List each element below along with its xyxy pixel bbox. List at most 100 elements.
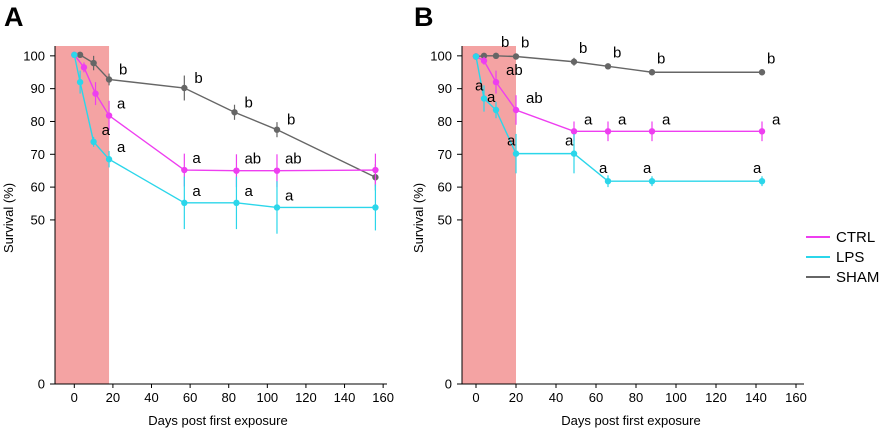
series-lps: aaa aa a a — [472, 53, 766, 188]
significance-label: a — [475, 78, 484, 95]
significance-label: b — [579, 40, 587, 57]
significance-label: a — [643, 160, 652, 177]
data-point — [758, 128, 766, 135]
significance-label: a — [772, 111, 781, 128]
series-ctrl: aa ab ab — [71, 51, 379, 188]
legend-label-sham: SHAM — [836, 269, 879, 286]
significance-label: b — [657, 50, 665, 67]
x-tick-label: 160 — [372, 390, 394, 405]
data-point — [233, 167, 240, 174]
y-tick-label: 60 — [31, 180, 45, 195]
data-point — [80, 64, 88, 71]
data-point — [480, 52, 488, 60]
data-point — [570, 150, 578, 157]
data-point — [372, 204, 379, 211]
y-tick-label: 90 — [31, 81, 45, 96]
x-tick-label: 40 — [144, 390, 158, 405]
x-tick-label: 20 — [106, 390, 120, 405]
significance-label: ab — [285, 151, 302, 168]
legend: CTRL LPS SHAM — [806, 229, 879, 286]
y-tick-label: 0 — [38, 377, 45, 392]
series-lps: aaa a a — [71, 51, 379, 234]
data-point — [512, 106, 520, 114]
data-point — [604, 178, 612, 185]
data-point — [273, 167, 281, 174]
data-point — [90, 138, 97, 146]
data-point — [570, 58, 578, 65]
significance-label: b — [613, 44, 621, 61]
significance-label: a — [507, 133, 516, 150]
significance-label: b — [767, 50, 775, 67]
data-point — [472, 53, 480, 60]
panel-label-a: A — [4, 2, 24, 32]
data-point — [76, 78, 84, 86]
x-axis-title-a: Days post first exposure — [148, 413, 287, 428]
data-point — [273, 126, 281, 133]
significance-label: a — [285, 187, 294, 204]
y-tick-label: 50 — [438, 212, 452, 227]
significance-label: a — [102, 122, 111, 139]
series-line-ctrl — [475, 55, 762, 133]
significance-label: a — [584, 111, 593, 128]
data-point — [181, 84, 188, 92]
x-tick-label: 40 — [549, 390, 563, 405]
y-tick-label: 100 — [430, 48, 452, 63]
data-point — [480, 95, 488, 102]
series-line-ctrl — [73, 54, 376, 172]
significance-label: a — [192, 150, 201, 167]
significance-label: a — [618, 111, 627, 128]
data-point — [648, 128, 656, 135]
exposure-shading — [55, 46, 110, 384]
significance-label: a — [599, 160, 608, 177]
series-sham: b b b b — [76, 51, 379, 191]
y-tick-label: 70 — [438, 147, 452, 162]
significance-label: a — [117, 139, 126, 156]
data-point — [273, 204, 281, 211]
x-tick-label: 160 — [785, 390, 807, 405]
data-point — [231, 109, 238, 116]
data-point — [604, 63, 612, 70]
data-point — [758, 69, 766, 76]
significance-label: a — [117, 96, 126, 113]
series-line-lps — [73, 54, 376, 209]
legend-label-ctrl: CTRL — [836, 229, 875, 246]
x-tick-label: 140 — [334, 390, 356, 405]
significance-label: b — [119, 61, 127, 78]
y-tick-label: 50 — [31, 212, 45, 227]
data-point — [512, 53, 520, 60]
data-point — [492, 78, 500, 86]
data-point — [233, 199, 240, 207]
significance-label: a — [565, 133, 574, 150]
x-tick-label: 140 — [745, 390, 767, 405]
y-tick-label: 100 — [23, 48, 45, 63]
significance-label: b — [245, 94, 253, 111]
data-point — [76, 51, 84, 59]
legend-label-lps: LPS — [836, 249, 864, 266]
y-tick-label: 0 — [445, 377, 452, 392]
data-point — [570, 128, 578, 135]
x-tick-label: 80 — [221, 390, 235, 405]
significance-label: a — [753, 160, 762, 177]
x-tick-label: 80 — [629, 390, 643, 405]
x-tick-label: 120 — [705, 390, 727, 405]
significance-label: a — [192, 183, 201, 200]
data-point — [648, 178, 656, 185]
x-tick-label: 60 — [183, 390, 197, 405]
significance-label: b — [287, 112, 295, 129]
data-point — [512, 150, 520, 157]
y-tick-label: 60 — [438, 180, 452, 195]
data-point — [181, 166, 188, 174]
significance-label: b — [501, 34, 509, 51]
significance-label: b — [194, 70, 202, 87]
significance-label: a — [244, 183, 253, 200]
data-point — [71, 51, 78, 59]
data-point — [372, 166, 379, 174]
y-tick-label: 90 — [438, 81, 452, 96]
x-tick-label: 20 — [509, 390, 523, 405]
